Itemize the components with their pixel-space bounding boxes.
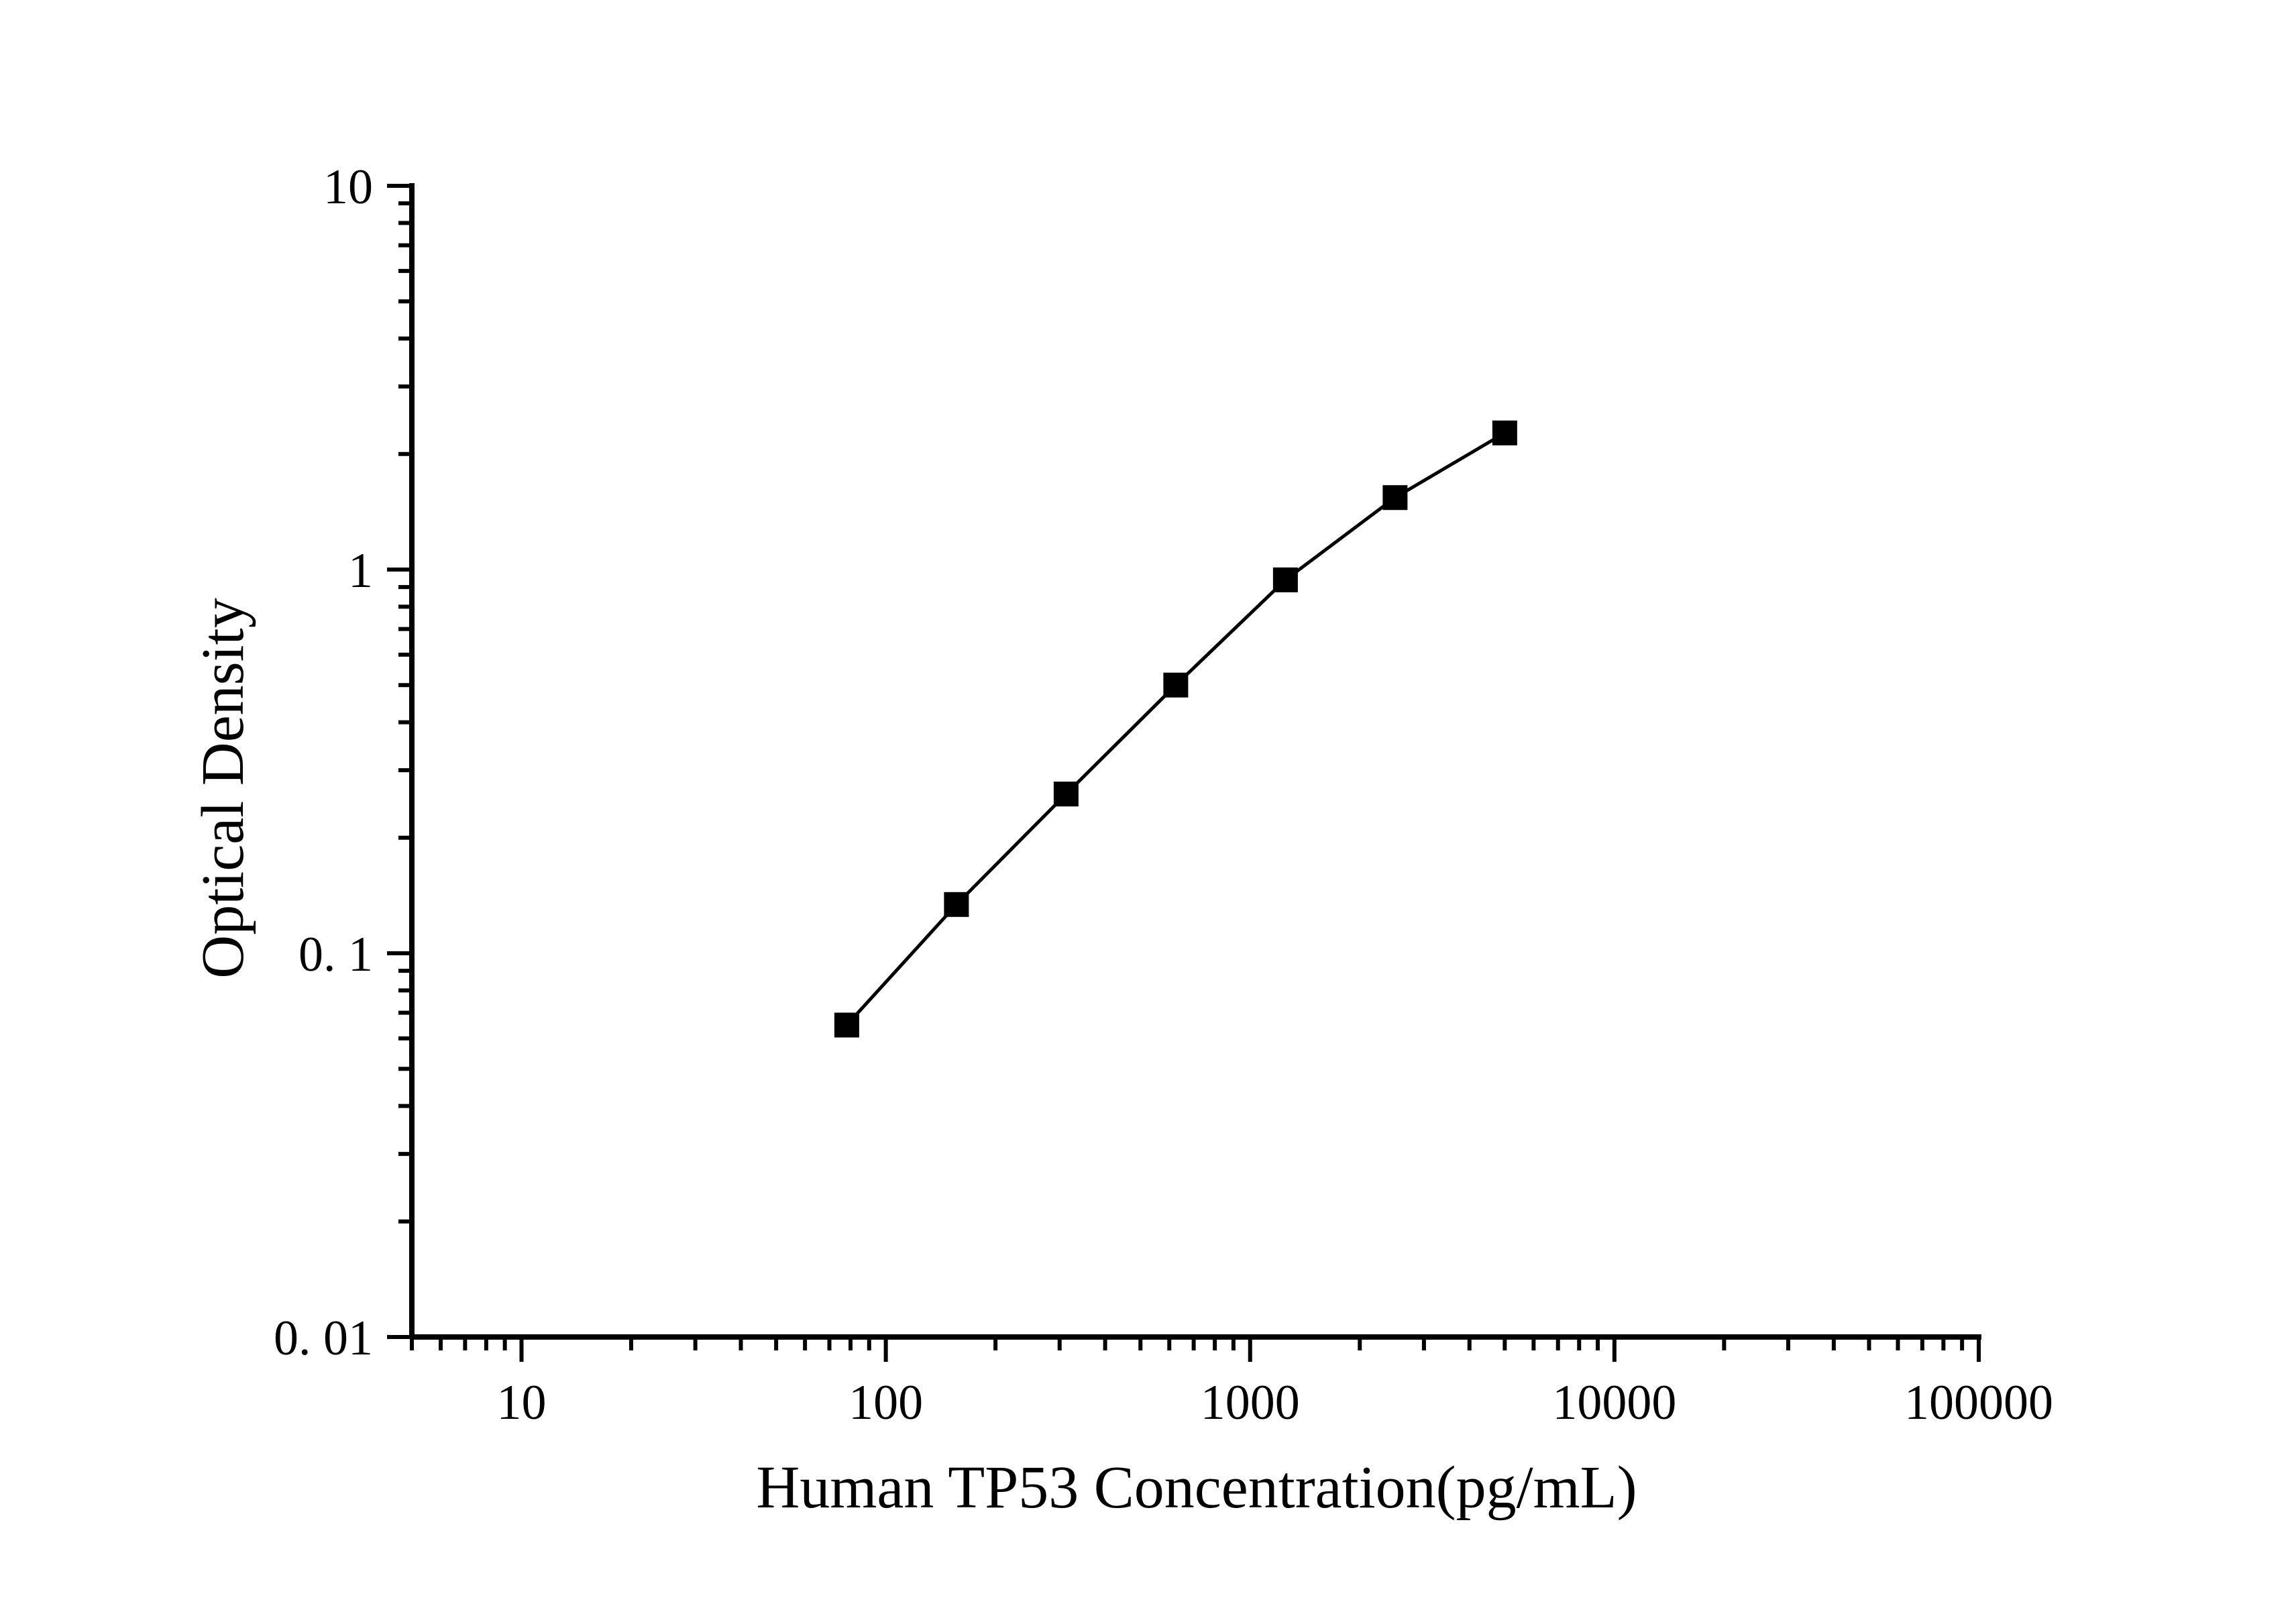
x-tick-label: 100 [849,1375,923,1430]
x-axis-title: Human TP53 Concentration(pg/mL) [756,1454,1637,1521]
x-axis-tick-labels: 10 100 1000 10000 100000 [496,1375,2053,1430]
x-tick-label: 100000 [1904,1375,2053,1430]
data-point-marker [944,892,969,917]
y-axis-tick-labels: 10 1 0. 1 0. 01 [274,160,373,1366]
data-point-marker [1163,672,1189,698]
data-point-marker [1382,485,1408,511]
y-tick-label: 10 [323,160,373,215]
x-tick-label: 1000 [1201,1375,1300,1430]
axes [409,183,1981,1340]
standard-curve-line [845,431,1506,1026]
x-tick-label: 10 [496,1375,546,1430]
y-axis-title: Optical Density [190,598,256,978]
y-tick-label: 1 [348,543,373,598]
standard-curve-series [834,420,1517,1038]
x-tick-label: 10000 [1552,1375,1676,1430]
data-point-marker [834,1012,859,1038]
x-axis-ticks [410,1337,1981,1362]
data-point-marker [1053,782,1079,807]
y-tick-label: 0. 01 [274,1311,373,1366]
y-tick-label: 0. 1 [298,927,373,982]
data-point-marker [1272,567,1298,592]
y-axis-ticks [387,184,412,1339]
data-point-marker [1492,420,1517,445]
